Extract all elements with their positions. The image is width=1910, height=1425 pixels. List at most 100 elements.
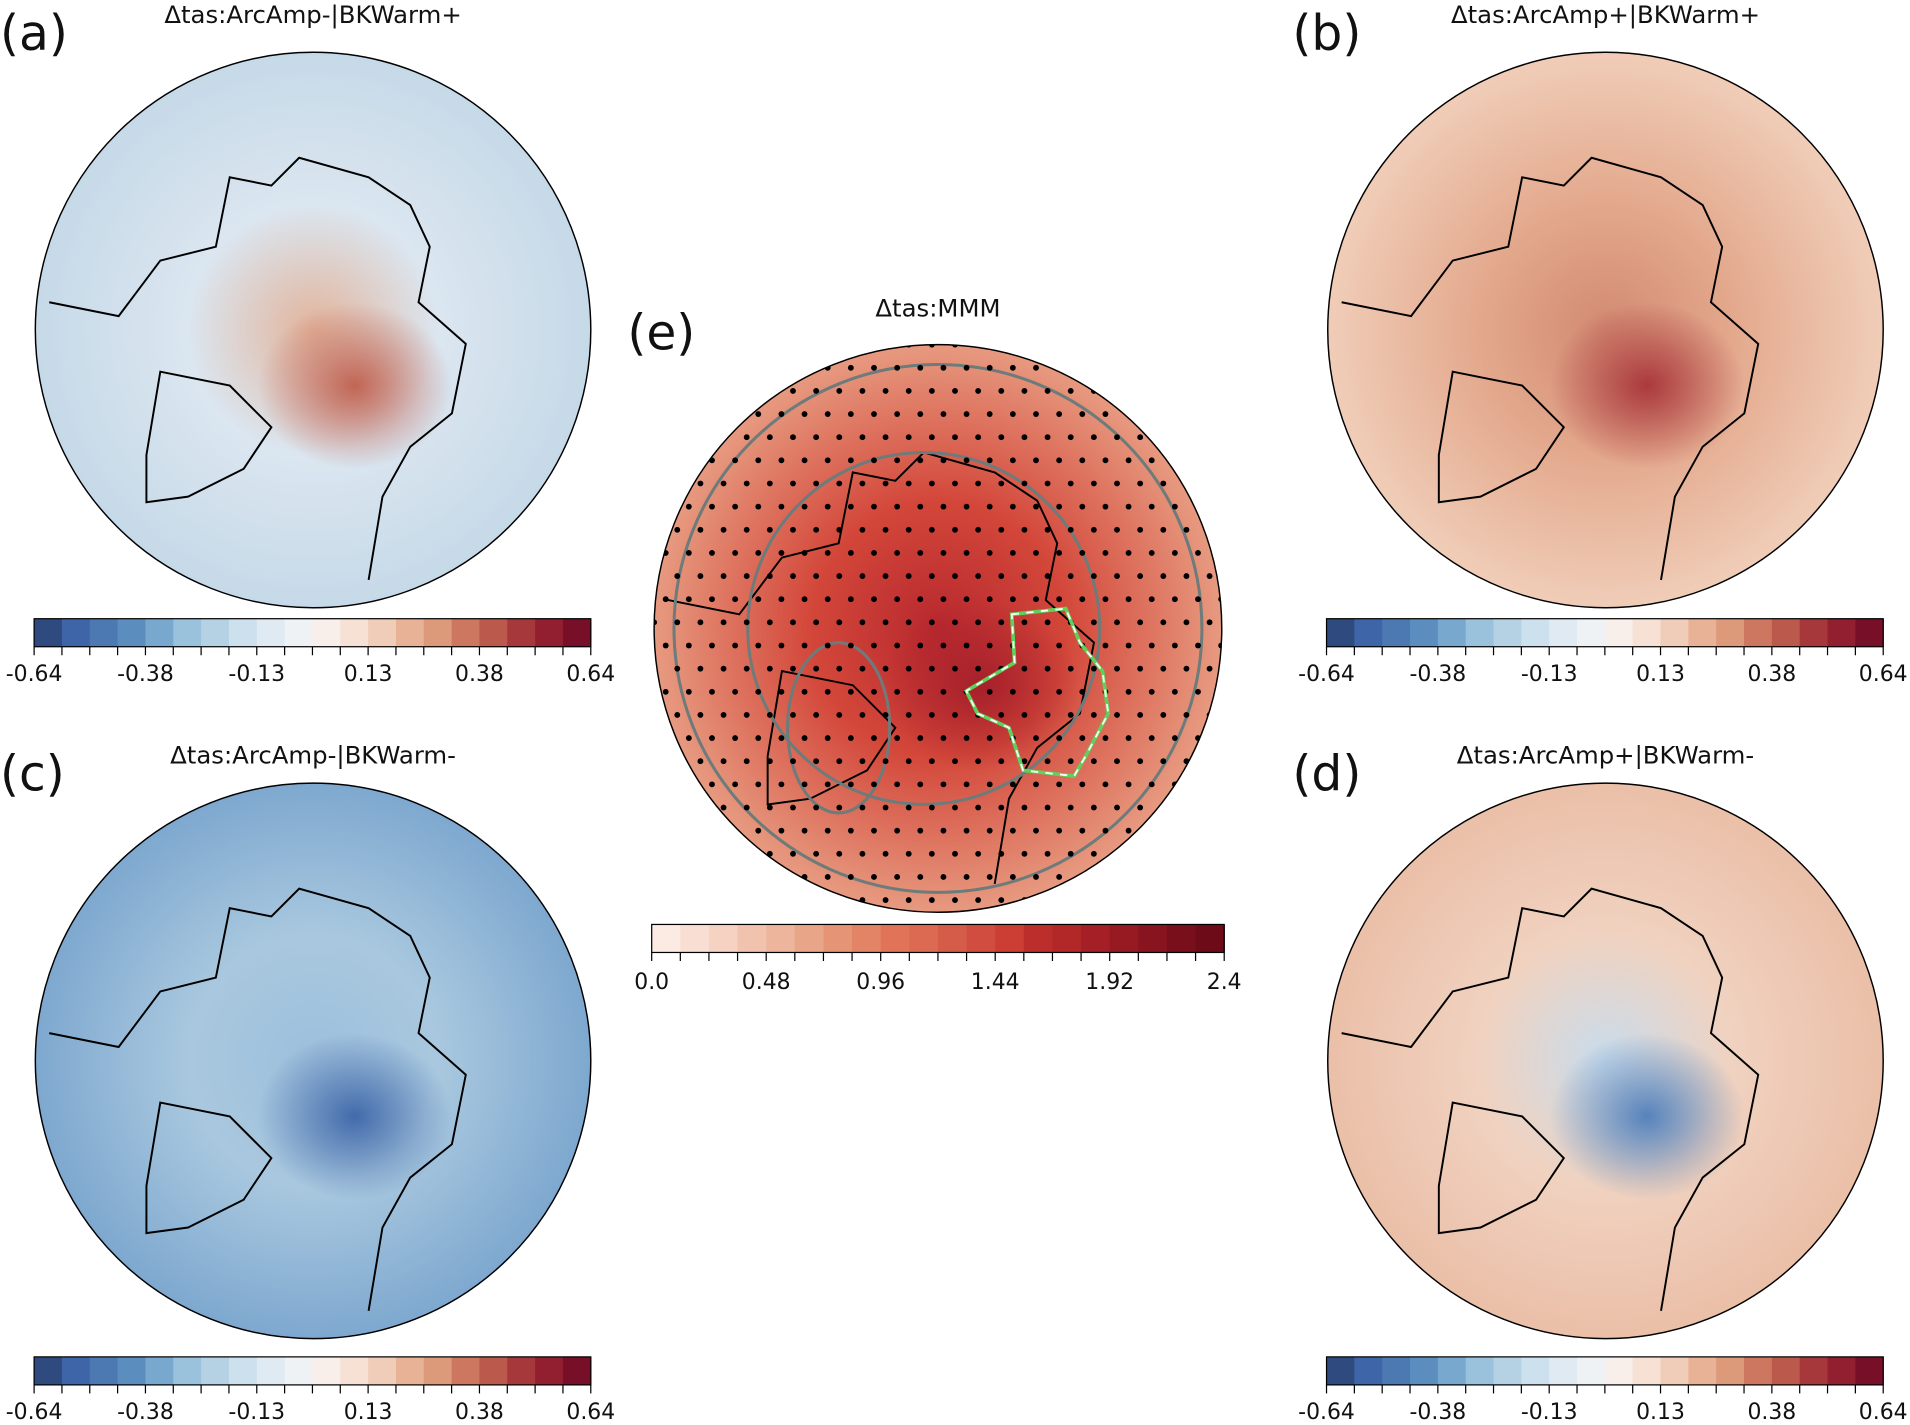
significance-dot bbox=[998, 573, 1005, 579]
significance-dot bbox=[720, 897, 727, 904]
significance-dot bbox=[859, 434, 866, 441]
colorbar-bin bbox=[34, 618, 63, 647]
significance-dot bbox=[836, 897, 843, 904]
significance-dot bbox=[871, 596, 877, 603]
significance-dot bbox=[1067, 344, 1074, 348]
significance-dot bbox=[662, 596, 669, 603]
significance-dot bbox=[1114, 434, 1120, 441]
significance-dot bbox=[1079, 457, 1086, 464]
significance-dot bbox=[755, 364, 762, 371]
significance-dot bbox=[790, 665, 796, 672]
colorbar-bin bbox=[880, 924, 910, 953]
significance-dot bbox=[697, 850, 704, 857]
significance-dot bbox=[1195, 688, 1201, 695]
colorbar-bin bbox=[1827, 1356, 1856, 1385]
colorbar-tick-label: 1.44 bbox=[971, 970, 1020, 995]
significance-dot bbox=[674, 480, 681, 487]
significance-dot bbox=[940, 642, 947, 649]
significance-dot bbox=[940, 503, 947, 510]
significance-dot bbox=[720, 573, 727, 579]
significance-dot bbox=[1009, 596, 1016, 603]
significance-dot bbox=[1171, 827, 1178, 834]
significance-dot bbox=[1137, 387, 1144, 394]
coastline bbox=[1341, 887, 1760, 1311]
panel-c: Δtas:ArcAmp-|BKWarm- (c) -0.64 -0.38 -0.13 0.… bbox=[0, 741, 615, 1425]
significance-dot bbox=[720, 712, 727, 718]
colorbar-bin bbox=[395, 618, 425, 647]
significance-dot bbox=[1125, 550, 1132, 556]
significance-dot bbox=[697, 434, 704, 441]
colorbar-bin bbox=[1410, 1356, 1439, 1385]
colorbar-bin bbox=[61, 1356, 91, 1385]
significance-dot bbox=[1218, 364, 1222, 371]
significance-dot bbox=[674, 897, 681, 904]
panel-title: Δtas:ArcAmp-|BKWarm+ bbox=[164, 0, 461, 29]
significance-dot bbox=[1160, 434, 1167, 441]
significance-dot bbox=[1148, 411, 1155, 417]
significance-dot bbox=[1033, 827, 1039, 834]
significance-dot bbox=[905, 897, 912, 904]
panel-title: Δtas:ArcAmp-|BKWarm- bbox=[170, 741, 456, 770]
significance-dot bbox=[801, 364, 808, 371]
colorbar-bin bbox=[1166, 924, 1197, 953]
significance-dot bbox=[697, 480, 704, 487]
coastline bbox=[49, 887, 467, 1311]
significance-dot bbox=[847, 874, 854, 880]
significance-dot bbox=[732, 457, 739, 464]
significance-dot bbox=[928, 758, 935, 765]
colorbar-tick-label: 0.13 bbox=[344, 1400, 393, 1425]
significance-dot bbox=[778, 827, 785, 834]
significance-dot bbox=[905, 758, 912, 765]
colorbar-bin bbox=[340, 1356, 369, 1385]
significance-dot bbox=[836, 850, 843, 857]
significance-dot bbox=[674, 850, 681, 857]
significance-dot bbox=[685, 827, 692, 834]
significance-dot bbox=[928, 619, 935, 626]
significance-dot bbox=[1206, 387, 1213, 394]
colorbar-bin bbox=[1855, 1356, 1884, 1385]
significance-dot bbox=[847, 735, 854, 742]
significance-dot bbox=[859, 344, 866, 348]
significance-dot bbox=[1160, 619, 1167, 626]
significance-dot bbox=[928, 434, 935, 441]
significance-dot bbox=[975, 665, 982, 672]
significance-dot bbox=[1033, 411, 1039, 417]
significance-dot bbox=[1044, 526, 1051, 533]
significance-dot bbox=[720, 619, 727, 626]
significance-dot bbox=[1206, 758, 1213, 765]
significance-dot bbox=[778, 364, 785, 371]
significance-dot bbox=[894, 688, 901, 695]
significance-dot bbox=[824, 411, 831, 417]
significance-dot bbox=[859, 804, 866, 811]
significance-dot bbox=[1044, 712, 1051, 718]
colorbar-tick-label: -0.38 bbox=[1410, 1400, 1467, 1425]
significance-dot bbox=[1206, 619, 1213, 626]
significance-dot bbox=[743, 573, 750, 579]
significance-dot bbox=[1102, 596, 1109, 603]
significance-dot bbox=[720, 804, 727, 811]
significance-dot bbox=[1206, 344, 1213, 348]
significance-dot bbox=[709, 735, 715, 742]
significance-dot bbox=[1218, 688, 1222, 695]
significance-dot bbox=[975, 619, 982, 626]
significance-dot bbox=[917, 735, 924, 742]
colorbar-tick-label: 0.13 bbox=[1636, 1400, 1685, 1425]
significance-dot bbox=[917, 364, 924, 371]
significance-dot bbox=[790, 434, 796, 441]
significance-dot bbox=[1206, 665, 1213, 672]
significance-dot bbox=[1102, 735, 1109, 742]
significance-dot bbox=[905, 387, 912, 394]
significance-dot bbox=[998, 758, 1005, 765]
significance-dot bbox=[824, 642, 831, 649]
significance-dot bbox=[871, 781, 877, 788]
significance-dot bbox=[952, 804, 958, 811]
significance-dot bbox=[847, 457, 854, 464]
significance-dot bbox=[998, 387, 1005, 394]
colorbar-bin bbox=[1023, 924, 1054, 953]
significance-dot bbox=[732, 364, 739, 371]
significance-dot bbox=[743, 850, 750, 857]
significance-dot bbox=[1137, 344, 1144, 348]
significance-dot bbox=[732, 596, 739, 603]
colorbar-bin bbox=[1382, 1356, 1411, 1385]
panel-label: (a) bbox=[0, 6, 68, 62]
